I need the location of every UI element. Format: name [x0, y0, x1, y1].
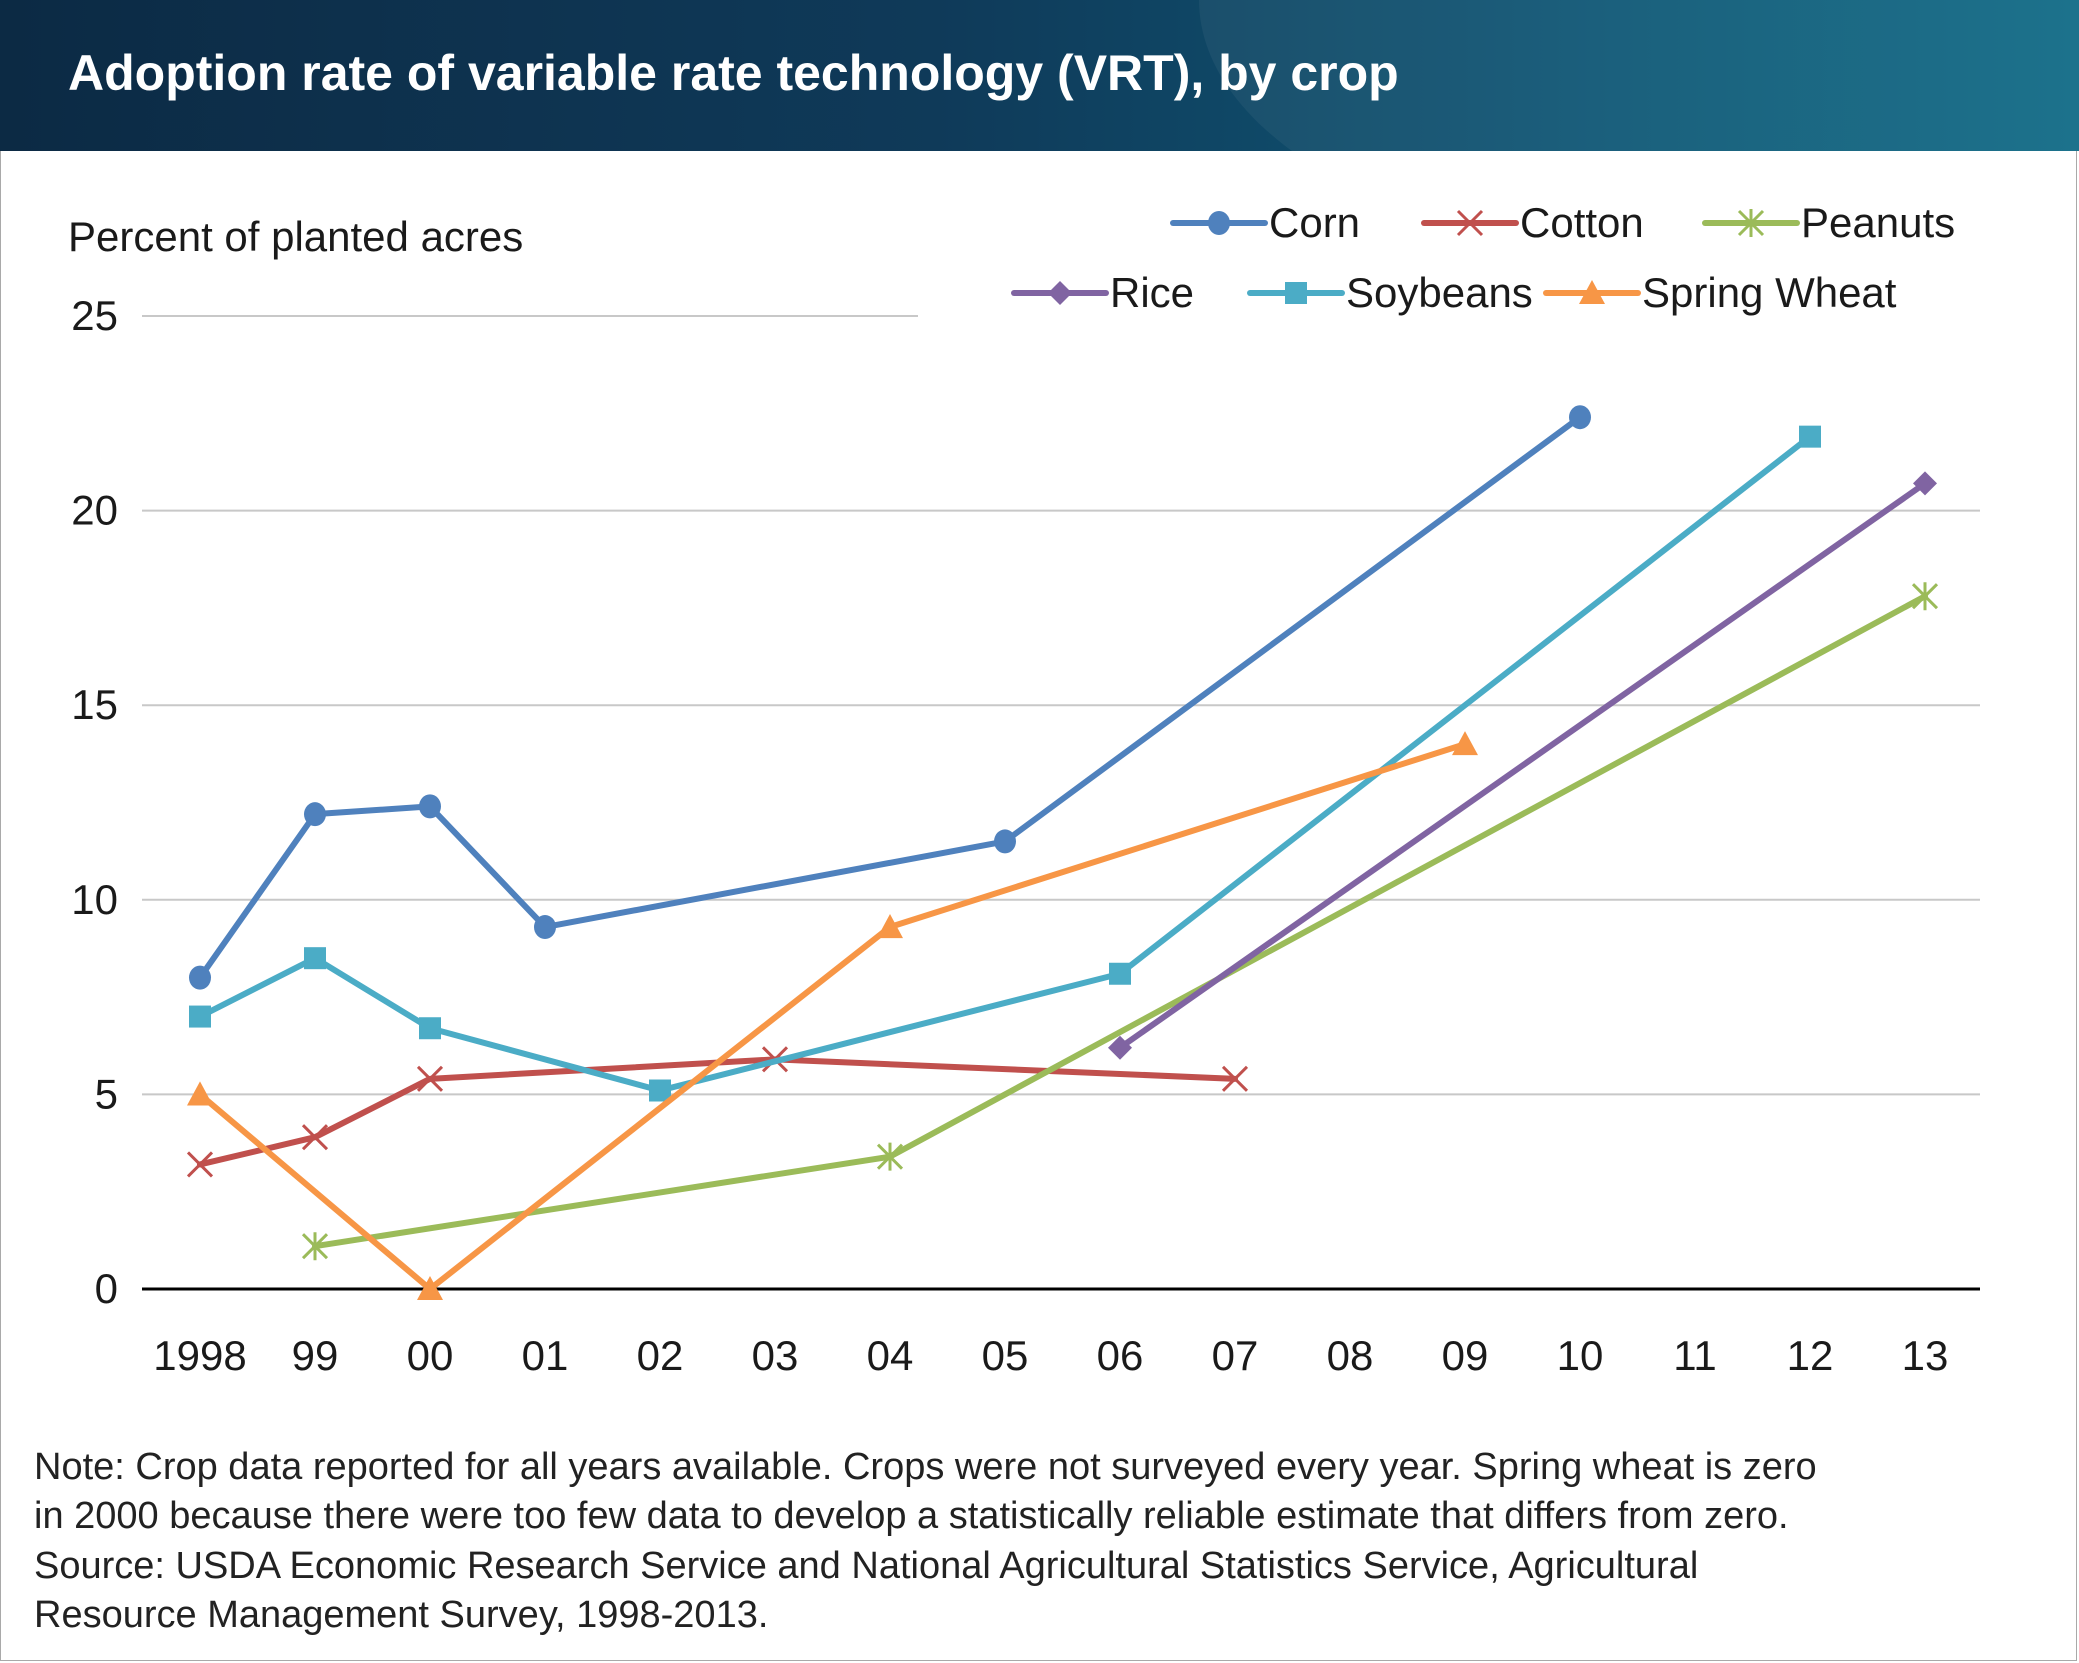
title-banner: Adoption rate of variable rate technolog… — [0, 0, 2079, 151]
data-point-rice — [1913, 471, 1937, 496]
x-tick-label: 03 — [752, 1332, 799, 1379]
data-point-rice — [1108, 1035, 1132, 1060]
data-point-spring-wheat — [187, 1081, 213, 1106]
x-tick-label: 02 — [637, 1332, 684, 1379]
data-point-soybeans — [1109, 962, 1131, 985]
legend-marker-peanuts — [1737, 209, 1765, 237]
x-tick-label: 1998 — [153, 1332, 246, 1379]
data-point-spring-wheat — [1452, 731, 1478, 756]
x-tick-label: 06 — [1097, 1332, 1144, 1379]
note-line: Source: USDA Economic Research Service a… — [34, 1544, 1699, 1587]
data-point-cotton — [416, 1065, 444, 1092]
series-line-peanuts — [312, 593, 1928, 1250]
data-point-soybeans — [419, 1017, 441, 1040]
legend-label-cotton: Cotton — [1520, 199, 1644, 246]
x-tick-label: 04 — [867, 1332, 914, 1379]
data-point-peanuts — [1911, 582, 1939, 611]
x-tick-label: 12 — [1787, 1332, 1834, 1379]
y-axis-label: Percent of planted acres — [68, 213, 523, 260]
data-point-corn — [419, 794, 441, 819]
banner-sheen — [1199, 0, 2079, 151]
data-point-soybeans — [649, 1079, 671, 1102]
y-tick-label: 20 — [71, 487, 118, 534]
legend-label-corn: Corn — [1269, 199, 1360, 246]
series-line-rice — [1117, 480, 1928, 1051]
legend-label-peanuts: Peanuts — [1801, 199, 1955, 246]
series-line-spring-wheat — [197, 741, 1468, 1292]
legend-label-rice: Rice — [1110, 269, 1194, 316]
data-point-spring-wheat — [417, 1276, 443, 1301]
legend-marker-spring-wheat — [1579, 280, 1605, 305]
x-tick-label: 09 — [1442, 1332, 1489, 1379]
data-point-peanuts — [876, 1142, 904, 1171]
x-tick-label: 01 — [522, 1332, 569, 1379]
series-line-soybeans — [197, 433, 1813, 1094]
data-point-soybeans — [304, 947, 326, 970]
data-point-corn — [189, 965, 211, 990]
note-line: in 2000 because there were too few data … — [34, 1495, 1789, 1538]
chart-note: Note: Crop data reported for all years a… — [34, 1443, 2044, 1641]
chart-title: Adoption rate of variable rate technolog… — [68, 45, 1399, 101]
data-point-corn — [534, 915, 556, 940]
series-line-corn — [197, 414, 1583, 981]
legend-label-soybeans: Soybeans — [1346, 269, 1533, 316]
legend-marker-rice — [1048, 281, 1072, 305]
data-point-corn — [994, 829, 1016, 854]
y-tick-label: 10 — [71, 876, 118, 923]
data-point-peanuts — [301, 1232, 329, 1261]
data-point-corn — [1569, 405, 1591, 430]
x-tick-label: 10 — [1557, 1332, 1604, 1379]
legend-marker-cotton — [1456, 209, 1484, 237]
x-tick-label: 05 — [982, 1332, 1029, 1379]
data-point-cotton — [1221, 1065, 1249, 1092]
x-tick-label: 08 — [1327, 1332, 1374, 1379]
data-point-corn — [304, 802, 326, 827]
note-line: Note: Crop data reported for all years a… — [34, 1446, 1817, 1488]
legend-label-spring-wheat: Spring Wheat — [1642, 269, 1897, 316]
data-point-soybeans — [1799, 425, 1821, 448]
x-tick-label: 13 — [1902, 1332, 1949, 1379]
y-tick-label: 0 — [95, 1265, 118, 1312]
x-tick-label: 11 — [1673, 1332, 1717, 1379]
x-tick-label: 00 — [407, 1332, 454, 1379]
data-point-soybeans — [189, 1005, 211, 1028]
y-tick-label: 5 — [95, 1070, 118, 1117]
legend-marker-corn — [1208, 211, 1230, 235]
data-point-cotton — [301, 1124, 329, 1151]
x-tick-label: 99 — [292, 1332, 339, 1379]
y-tick-label: 25 — [71, 292, 118, 339]
legend-marker-soybeans — [1285, 282, 1307, 304]
x-tick-label: 07 — [1212, 1332, 1259, 1379]
data-point-spring-wheat — [877, 914, 903, 939]
note-line: Resource Management Survey, 1998-2013. — [34, 1594, 769, 1637]
y-tick-label: 15 — [71, 681, 118, 728]
data-point-cotton — [186, 1151, 214, 1178]
